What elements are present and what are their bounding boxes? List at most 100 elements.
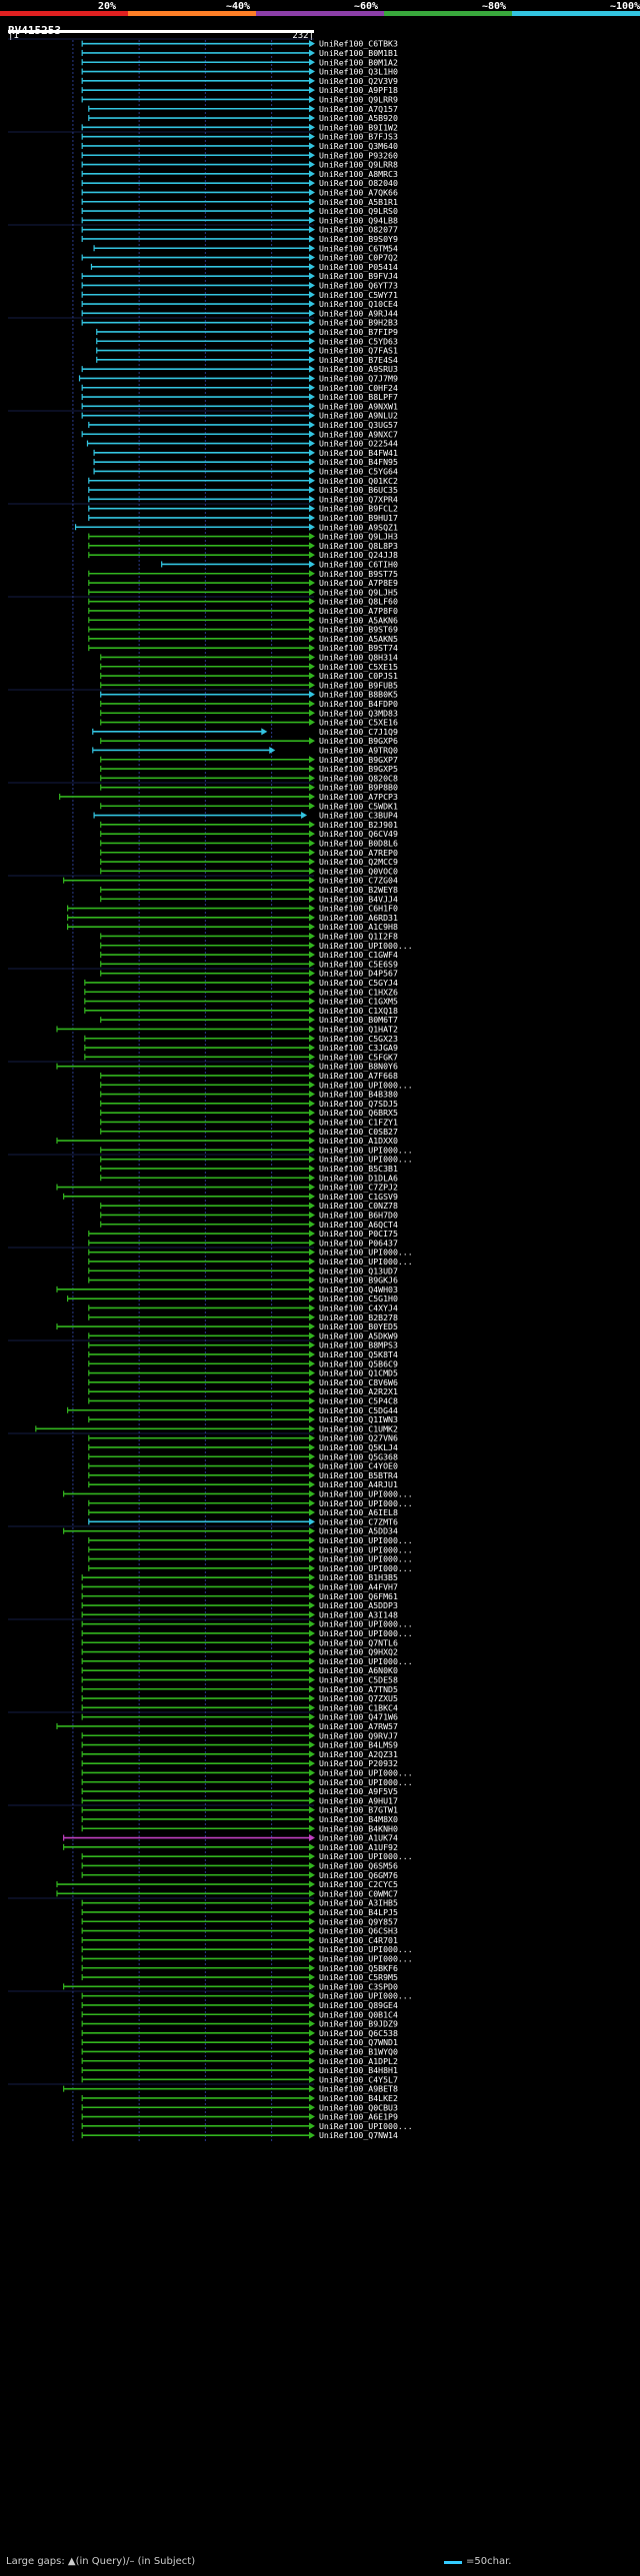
hit-label: UniRef100_B8LPF7 <box>319 392 398 402</box>
hit-label: UniRef100_B0M1B1 <box>319 48 398 58</box>
hit-arrow <box>309 923 315 931</box>
hit-label: UniRef100_C5XE16 <box>319 718 398 728</box>
hit-label: UniRef100_Q2V3V9 <box>319 76 398 86</box>
hit-label: UniRef100_Q5K8T4 <box>319 1349 398 1359</box>
hit-arrow <box>309 1843 315 1851</box>
hit-label: UniRef100_Q6BRX5 <box>319 1108 398 1118</box>
hit-label: UniRef100_Q3UG57 <box>319 420 398 430</box>
hit-arrow <box>309 1118 315 1126</box>
hit-arrow <box>309 254 315 262</box>
hit-label: UniRef100_O82077 <box>319 225 398 235</box>
hit-label: UniRef100_Q9Y857 <box>319 1916 398 1926</box>
hit-label: UniRef100_Q6SM56 <box>319 1860 398 1870</box>
hit-arrow <box>309 1128 315 1136</box>
hit-label: UniRef100_C1GXM5 <box>319 997 398 1007</box>
hit-arrow <box>309 1480 315 1488</box>
hit-arrow <box>309 1137 315 1145</box>
hit-label: UniRef100_C5P4C8 <box>319 1395 398 1405</box>
hit-label: UniRef100_A5B920 <box>319 113 398 123</box>
hit-label: UniRef100_A1DPL2 <box>319 2056 398 2066</box>
hit-label: UniRef100_Q7WND1 <box>319 2037 398 2047</box>
hit-arrow <box>309 179 315 187</box>
hit-arrow <box>309 2131 315 2139</box>
hit-label: UniRef100_C5GX23 <box>319 1034 398 1044</box>
hit-arrow <box>309 951 315 959</box>
hit-label: UniRef100_P93260 <box>319 150 398 160</box>
hit-label: UniRef100_Q10CE4 <box>319 299 398 309</box>
hit-label: UniRef100_C2CYC5 <box>319 1879 398 1889</box>
hit-label: UniRef100_Q24JJ8 <box>319 550 398 560</box>
hit-label: UniRef100_B9FUB5 <box>319 680 398 690</box>
hit-label: UniRef100_A7F668 <box>319 1071 398 1081</box>
hit-label: UniRef100_A6QCT4 <box>319 1220 398 1230</box>
hit-label: UniRef100_C5FGK7 <box>319 1052 398 1062</box>
hit-arrow <box>309 374 315 382</box>
hit-label: UniRef100_Q7NW14 <box>319 2130 398 2140</box>
hit-label: UniRef100_UPI000... <box>319 1628 413 1638</box>
hit-label: UniRef100_C5DG44 <box>319 1405 398 1415</box>
hit-label: UniRef100_C5DE58 <box>319 1674 398 1684</box>
hit-arrow <box>309 263 315 271</box>
hit-arrow <box>309 542 315 550</box>
hit-arrow <box>309 226 315 234</box>
hit-label: UniRef100_A5DD34 <box>319 1526 398 1536</box>
hit-arrow <box>309 1063 315 1071</box>
hit-arrow <box>309 1165 315 1173</box>
hit-label: UniRef100_Q7J7M9 <box>319 373 398 383</box>
hit-arrow <box>309 40 315 48</box>
hit-label: UniRef100_C1BKC4 <box>319 1702 398 1712</box>
hit-arrow <box>309 1053 315 1061</box>
hit-label: UniRef100_Q13UD7 <box>319 1266 398 1276</box>
hit-label: UniRef100_Q6CV49 <box>319 829 398 839</box>
hit-label: UniRef100_Q1HAT2 <box>319 1024 398 1034</box>
hit-arrow <box>309 1489 315 1497</box>
hit-arrow <box>309 1369 315 1377</box>
hit-label: UniRef100_Q7ZXU5 <box>319 1693 398 1703</box>
hit-arrow <box>309 551 315 559</box>
hit-arrow <box>309 1871 315 1879</box>
hit-label: UniRef100_C4Y5L7 <box>319 2074 398 2084</box>
hit-arrow <box>309 1768 315 1776</box>
hit-arrow <box>309 1359 315 1367</box>
hit-arrow <box>309 1322 315 1330</box>
hit-arrow <box>309 1258 315 1266</box>
hit-label: UniRef100_C7ZG04 <box>319 876 398 886</box>
hit-label: UniRef100_B9H2B3 <box>319 318 398 328</box>
hit-arrow <box>309 1286 315 1293</box>
hit-label: UniRef100_UPI000... <box>319 1619 413 1629</box>
hit-label: UniRef100_B2B278 <box>319 1312 398 1322</box>
hit-arrow <box>309 709 315 717</box>
hit-arrow <box>309 533 315 541</box>
hit-arrow <box>309 1303 315 1311</box>
hit-label: UniRef100_B5BTR4 <box>319 1470 398 1480</box>
hit-arrow <box>309 849 315 857</box>
hit-label: UniRef100_B4LKE2 <box>319 2093 398 2103</box>
identity-legend: 20% ~40% ~60% ~80% ~100% <box>0 0 640 20</box>
hit-label: UniRef100_A9SRU3 <box>319 364 398 374</box>
hit-arrow <box>309 1044 315 1052</box>
hit-arrow <box>309 691 315 699</box>
hit-arrow <box>301 812 308 820</box>
large-gaps-note: Large gaps: ▲(in Query)/– (in Subject) <box>6 2556 196 2567</box>
hit-label: UniRef100_C7J1Q9 <box>319 727 398 737</box>
hit-label: UniRef100_C5WDK1 <box>319 801 398 811</box>
hit-label: UniRef100_Q7FAS1 <box>319 346 398 356</box>
hit-arrow <box>309 523 315 531</box>
hit-arrow <box>309 505 315 513</box>
legend-label: ~40% <box>226 1 251 12</box>
hit-arrow <box>309 1146 315 1154</box>
hit-label: UniRef100_C5R9M5 <box>319 1972 398 1982</box>
hit-arrow <box>309 1629 315 1637</box>
hit-label: UniRef100_B6UC35 <box>319 485 398 495</box>
hit-arrow <box>309 281 315 289</box>
hit-arrow <box>309 1091 315 1099</box>
hit-arrow <box>309 1917 315 1925</box>
hit-label: UniRef100_Q9LJH5 <box>319 587 398 597</box>
hit-label: UniRef100_B4LMS9 <box>319 1740 398 1750</box>
hit-arrow <box>309 1936 315 1944</box>
hit-label: UniRef100_A7REP0 <box>319 848 398 858</box>
hit-label: UniRef100_A5AKN5 <box>319 634 398 644</box>
hit-label: UniRef100_B9P8B0 <box>319 783 398 793</box>
hit-arrow <box>309 440 315 448</box>
